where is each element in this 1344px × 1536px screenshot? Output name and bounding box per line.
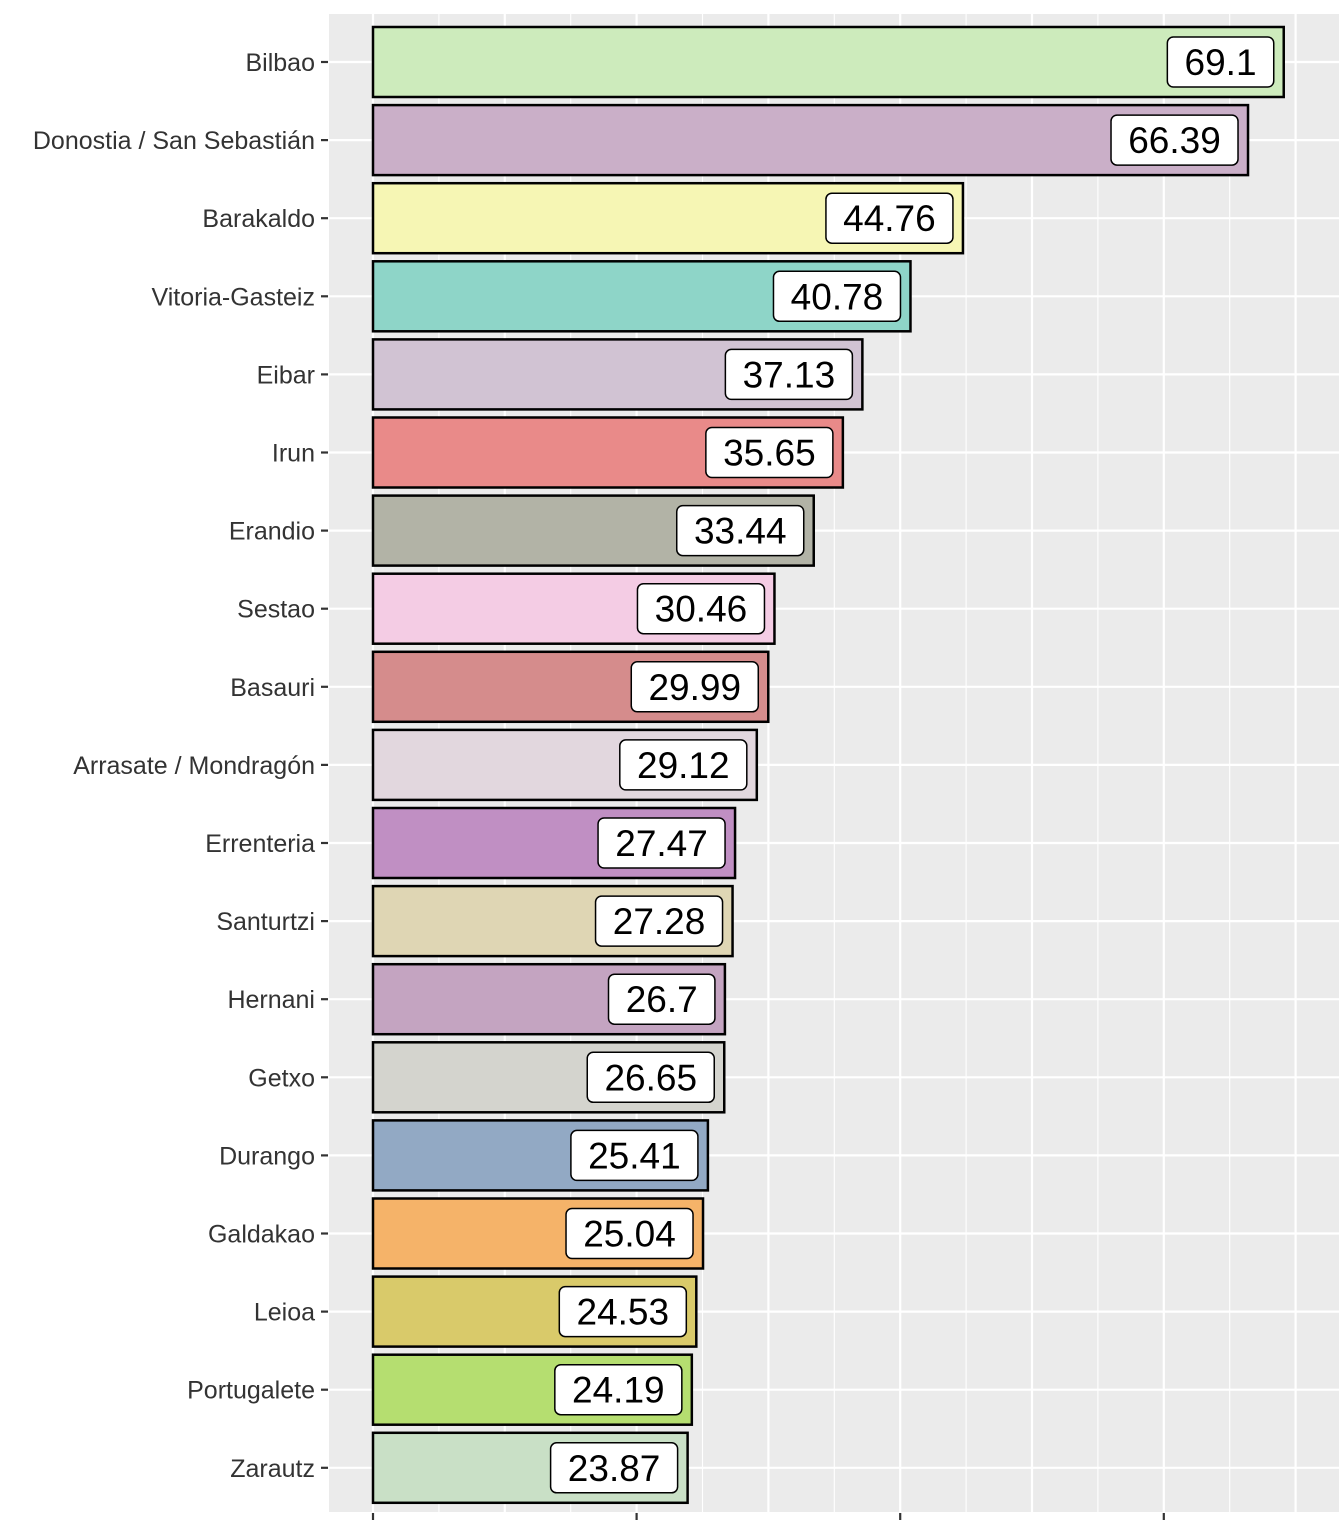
y-tick-label: Errenteria (205, 830, 315, 858)
data-label: 26.65 (604, 1057, 697, 1098)
data-label: 29.99 (648, 667, 741, 708)
data-label: 33.44 (694, 511, 787, 552)
y-tick-label: Getxo (248, 1064, 315, 1092)
bars-group: 69.1 66.39 44.76 40.78 37.13 35.65 33.44 30.46 2… (371, 25, 1285, 1505)
y-tick-label: Portugalete (187, 1377, 315, 1405)
data-label-box (597, 817, 726, 869)
data-label-box (630, 661, 760, 713)
data-label-box (636, 582, 766, 635)
data-label-box (825, 192, 954, 244)
data-label-box (1166, 36, 1275, 88)
data-label: 24.53 (577, 1292, 670, 1333)
data-label-box (772, 270, 902, 323)
y-tick-label: Leioa (254, 1299, 315, 1327)
data-label-box (724, 348, 854, 401)
data-label-box (565, 1207, 694, 1260)
y-tick-label: Erandio (229, 518, 315, 546)
data-label-box (705, 426, 834, 479)
data-label-box (619, 739, 748, 791)
y-tick-label: Santurtzi (216, 908, 315, 936)
data-label: 24.19 (572, 1370, 665, 1411)
y-tick-label: Sestao (237, 596, 315, 624)
data-label: 40.78 (791, 276, 884, 317)
data-label: 44.76 (843, 198, 936, 239)
data-label-box (607, 973, 716, 1025)
data-label-box (554, 1363, 683, 1416)
data-label-box (675, 504, 805, 557)
y-tick-label: Bilbao (246, 49, 316, 77)
data-label-box (558, 1285, 688, 1338)
y-tick-label: Vitoria-Gasteiz (152, 283, 316, 311)
data-label: 35.65 (723, 433, 816, 474)
y-tick-label: Irun (272, 440, 315, 468)
y-tick-label: Arrasate / Mondragón (73, 752, 315, 780)
y-tick-label: Donostia / San Sebastián (33, 127, 315, 155)
data-label: 27.47 (615, 823, 708, 864)
bar (371, 103, 1250, 177)
data-label: 26.7 (626, 979, 698, 1020)
data-label-box (549, 1442, 679, 1494)
y-axis: Bilbao Donostia / San Sebastián Barakaldo V… (33, 49, 328, 1483)
data-label: 37.13 (743, 354, 836, 395)
x-axis (371, 1513, 1165, 1520)
y-tick-label: Barakaldo (202, 205, 315, 233)
data-label: 25.04 (583, 1214, 676, 1255)
data-label: 25.41 (588, 1135, 681, 1176)
y-tick-label: Durango (219, 1142, 315, 1170)
data-label: 29.12 (637, 745, 730, 786)
y-tick-label: Galdakao (208, 1221, 315, 1249)
data-label: 23.87 (568, 1448, 661, 1489)
data-label: 27.28 (613, 901, 706, 942)
y-tick-label: Zarautz (230, 1455, 315, 1483)
y-tick-label: Eibar (257, 361, 315, 389)
data-label-box (586, 1051, 715, 1104)
y-tick-label: Hernani (227, 986, 315, 1014)
data-label-box (570, 1129, 699, 1182)
data-label: 66.39 (1128, 120, 1221, 161)
y-tick-label: Basauri (230, 674, 315, 702)
data-label-box (1110, 114, 1239, 166)
data-label: 69.1 (1185, 42, 1257, 83)
data-label-box (594, 895, 724, 947)
bar (371, 25, 1285, 99)
data-label: 30.46 (655, 589, 748, 630)
